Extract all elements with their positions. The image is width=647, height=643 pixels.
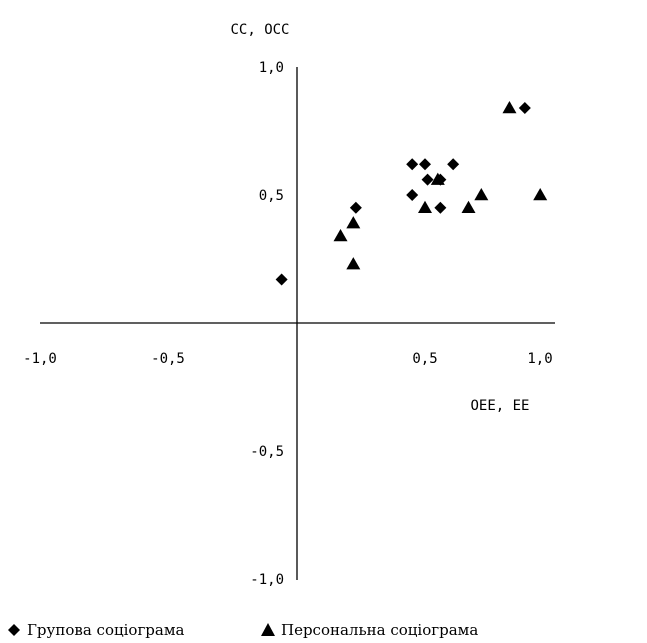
triangle-marker xyxy=(346,216,361,229)
y-tick-label: -0,5 xyxy=(250,444,284,460)
triangle-marker xyxy=(418,200,432,214)
y-tick-label: 1,0 xyxy=(259,60,284,76)
y-tick-label: 0,5 xyxy=(259,188,284,204)
x-axis-title: OEE, EE xyxy=(470,398,529,414)
data-points xyxy=(275,100,548,286)
triangle-marker xyxy=(474,188,489,201)
diamond-marker xyxy=(275,273,288,286)
diamond-marker xyxy=(419,158,431,171)
x-tick-label: -1,0 xyxy=(23,351,57,367)
y-axis-title: CC, OCC xyxy=(230,22,289,38)
triangle-marker xyxy=(533,188,548,201)
x-tick-label: -0,5 xyxy=(151,351,185,367)
diamond-marker xyxy=(518,101,531,114)
diamond-marker xyxy=(349,201,362,214)
diamond-marker xyxy=(434,201,447,214)
triangle-marker xyxy=(461,200,476,214)
legend-triangle-icon xyxy=(261,623,275,636)
legend-label-group: Групова соціограма xyxy=(27,621,185,639)
triangle-marker xyxy=(333,228,348,242)
triangle-marker xyxy=(346,257,361,270)
x-tick-label: 0,5 xyxy=(412,351,437,367)
y-tick-label: -1,0 xyxy=(250,572,284,588)
legend-diamond-icon xyxy=(8,624,20,636)
triangle-marker xyxy=(502,100,517,114)
x-tick-label: 1,0 xyxy=(527,351,552,367)
diamond-marker xyxy=(406,189,419,201)
triangle-marker xyxy=(430,172,445,185)
diamond-marker xyxy=(406,158,419,171)
diamond-marker xyxy=(421,173,434,186)
legend-label-personal: Персональна соціограма xyxy=(281,621,478,639)
diamond-marker xyxy=(447,158,460,171)
legend: Групова соціограма Персональна соціограм… xyxy=(8,621,478,639)
